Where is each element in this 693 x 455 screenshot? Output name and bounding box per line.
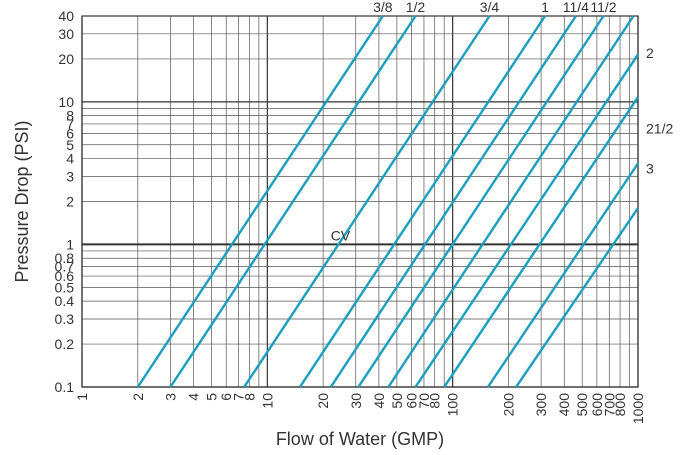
x-tick-label-10: 30 bbox=[348, 393, 364, 409]
y-tick-label-2: 0.3 bbox=[55, 311, 75, 327]
y-tick-label-14: 7 bbox=[66, 116, 74, 132]
series-line-5 bbox=[357, 15, 605, 388]
y-tick-label-8: 1 bbox=[66, 236, 74, 252]
x-tick-label-2: 3 bbox=[162, 393, 178, 401]
series-line-4 bbox=[329, 15, 577, 388]
series-line-8 bbox=[443, 96, 639, 388]
cv-label: CV bbox=[331, 227, 351, 243]
x-tick-label-1: 2 bbox=[130, 393, 146, 401]
series-line-7 bbox=[414, 53, 639, 388]
x-tick-label-11: 40 bbox=[371, 393, 387, 409]
series-label-5: 11/2 bbox=[590, 0, 616, 15]
y-tick-label-4: 0.5 bbox=[55, 279, 75, 295]
x-tick-label-3: 4 bbox=[186, 393, 202, 401]
series-line-0 bbox=[136, 15, 384, 388]
series-line-9 bbox=[486, 162, 639, 388]
x-tick-label-24: 1000 bbox=[630, 393, 646, 424]
x-tick-label-8: 10 bbox=[259, 393, 275, 409]
series-label-7: 21/2 bbox=[646, 121, 673, 137]
series-label-0: 3/8 bbox=[373, 0, 393, 15]
y-tick-label-11: 4 bbox=[66, 151, 74, 167]
plot-frame bbox=[81, 15, 639, 388]
x-tick-label-18: 300 bbox=[533, 393, 549, 417]
series-line-6 bbox=[387, 15, 635, 388]
x-tick-label-12: 50 bbox=[389, 393, 405, 409]
x-tick-label-15: 80 bbox=[427, 393, 443, 409]
x-tick-label-7: 8 bbox=[241, 393, 257, 401]
y-tick-label-9: 2 bbox=[66, 194, 74, 210]
x-tick-label-19: 400 bbox=[556, 393, 572, 417]
x-tick-label-5: 6 bbox=[218, 393, 234, 401]
y-tick-label-3: 0.4 bbox=[55, 293, 75, 309]
x-axis-label: Flow of Water (GMP) bbox=[276, 429, 444, 449]
y-tick-label-17: 20 bbox=[58, 51, 74, 67]
x-tick-label-17: 200 bbox=[500, 393, 516, 417]
y-tick-label-18: 30 bbox=[58, 26, 74, 42]
x-tick-label-9: 20 bbox=[315, 393, 331, 409]
series-line-3 bbox=[298, 15, 547, 388]
series-line-2 bbox=[243, 15, 491, 388]
series-line-1 bbox=[169, 15, 417, 388]
y-tick-label-10: 3 bbox=[66, 168, 74, 184]
x-tick-label-16: 100 bbox=[445, 393, 461, 417]
x-tick-label-23: 800 bbox=[612, 393, 628, 417]
y-tick-label-13: 6 bbox=[66, 125, 74, 141]
series-labels: 3/8 1/2 3/4 1 11/4 11/2 2 21/2 3 bbox=[373, 0, 673, 177]
series-label-8: 3 bbox=[646, 161, 654, 177]
y-tick-label-6: 0.7 bbox=[55, 259, 75, 275]
x-tick-label-6: 7 bbox=[231, 393, 247, 401]
series-group bbox=[136, 15, 639, 388]
x-tick-label-4: 5 bbox=[204, 393, 220, 401]
y-tick-label-15: 8 bbox=[66, 108, 74, 124]
x-tick-label-0: 1 bbox=[74, 393, 90, 401]
series-label-1: 1/2 bbox=[406, 0, 426, 15]
y-axis-label: Pressure Drop (PSI) bbox=[12, 120, 32, 282]
x-tick-label-21: 600 bbox=[589, 393, 605, 417]
x-tick-label-14: 70 bbox=[416, 393, 432, 409]
x-tick-label-20: 500 bbox=[574, 393, 590, 417]
y-tick-label-1: 0.2 bbox=[55, 336, 75, 352]
series-line-10 bbox=[515, 207, 639, 388]
x-tick-label-22: 700 bbox=[601, 393, 617, 417]
series-label-2: 3/4 bbox=[480, 0, 500, 15]
y-tick-label-12: 5 bbox=[66, 137, 74, 153]
y-tick-label-0: 0.1 bbox=[55, 379, 75, 395]
series-label-4: 11/4 bbox=[563, 0, 589, 15]
y-tick-label-7: 0.8 bbox=[55, 250, 75, 266]
y-tick-label-19: 40 bbox=[58, 8, 74, 24]
x-tick-label-13: 60 bbox=[404, 393, 420, 409]
series-label-6: 2 bbox=[646, 45, 654, 61]
series-label-3: 1 bbox=[541, 0, 549, 15]
y-tick-label-5: 0.6 bbox=[55, 268, 75, 284]
y-tick-label-16: 10 bbox=[58, 94, 74, 110]
